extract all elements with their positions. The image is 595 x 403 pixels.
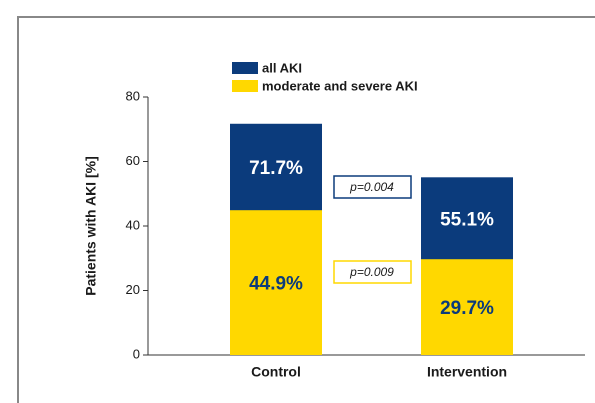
- bar: [421, 259, 513, 355]
- y-tick-label: 0: [133, 346, 140, 361]
- y-tick-label: 80: [126, 88, 140, 103]
- y-tick-label: 60: [126, 153, 140, 168]
- y-axis-label: Patients with AKI [%]: [83, 156, 99, 296]
- x-tick-label: Intervention: [427, 364, 507, 380]
- x-tick-label: Control: [251, 364, 301, 380]
- legend-label: moderate and severe AKI: [262, 78, 418, 93]
- legend-label: all AKI: [262, 60, 302, 75]
- frame: [17, 16, 595, 403]
- value-label: 29.7%: [440, 298, 494, 319]
- value-label: 44.9%: [249, 274, 303, 295]
- y-tick-label: 20: [126, 282, 140, 297]
- legend-swatch: [232, 80, 258, 92]
- annotation: p=0.004: [349, 180, 394, 194]
- annotation-box: [333, 260, 412, 284]
- annotation-box: [333, 175, 412, 199]
- bar: [230, 210, 322, 355]
- value-label: 71.7%: [249, 158, 303, 179]
- value-label: 55.1%: [440, 209, 494, 230]
- annotation: p=0.009: [349, 265, 394, 279]
- y-tick-label: 40: [126, 217, 140, 232]
- legend-swatch: [232, 62, 258, 74]
